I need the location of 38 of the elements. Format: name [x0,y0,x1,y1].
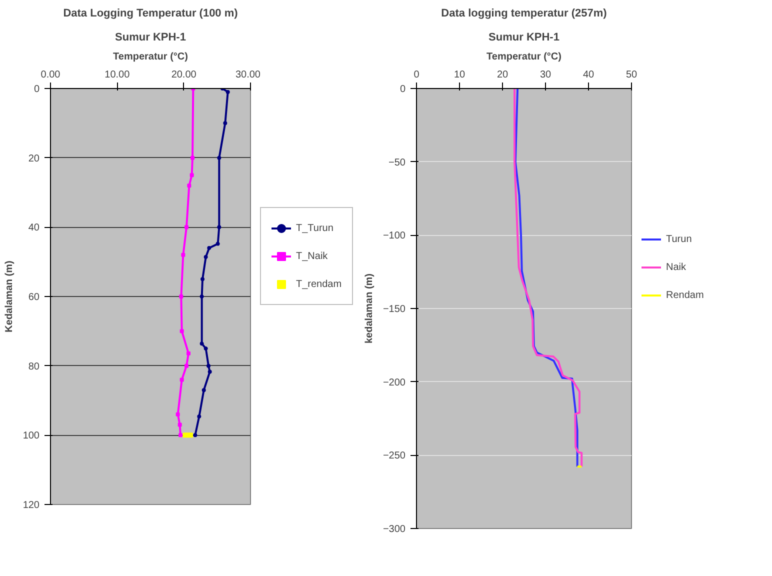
legend-label: T_rendam [296,278,342,290]
y-tick-label: 0 [400,84,406,95]
x-tick-label: 30.00 [235,70,261,80]
y-tick-label: −200 [382,377,406,388]
y-tick-label: 120 [22,500,40,511]
y-tick-label: −250 [382,450,406,462]
x-tick-label: 10 [454,70,466,80]
y-axis-title: Kedalaman (m) [4,260,15,332]
chart-title: Data Logging Temperatur (100 m) [63,8,238,20]
y-tick-label: 0 [34,84,40,95]
y-tick-label: 60 [28,292,40,303]
legend-label: Rendam [666,290,704,300]
x-tick-label: 20 [496,70,508,80]
x-axis-title: Temperatur (°C) [113,52,188,62]
legend-label: T_Naik [296,250,328,262]
chart-subtitle: Sumur KPH-1 [115,32,186,44]
x-tick-label: 20.00 [171,70,197,80]
legend-label: Naik [666,262,686,272]
x-tick-label: 40 [582,70,594,80]
y-tick-label: 40 [28,222,40,234]
x-axis-title: Temperatur (°C) [486,52,562,62]
y-axis-title: kedalaman (m) [364,273,375,344]
legend-label: Turun [666,234,692,244]
y-tick-label: 80 [28,361,40,372]
x-tick-label: 0.00 [40,70,61,80]
y-tick-label: −100 [382,230,406,242]
y-tick-label: 20 [28,153,40,164]
x-tick-label: 50 [626,70,638,80]
x-tick-label: 30 [540,70,552,80]
x-tick-label: 10.00 [104,70,130,80]
x-tick-label: 0 [414,70,420,80]
legend-label: T_Turun [296,222,334,234]
y-tick-label: −50 [388,157,406,168]
y-tick-label: −150 [382,304,406,315]
y-tick-label: 100 [22,430,40,442]
chart-subtitle: Sumur KPH-1 [488,32,560,44]
chart-title: Data logging temperatur (257m) [441,8,608,20]
y-tick-label: −300 [382,524,406,535]
